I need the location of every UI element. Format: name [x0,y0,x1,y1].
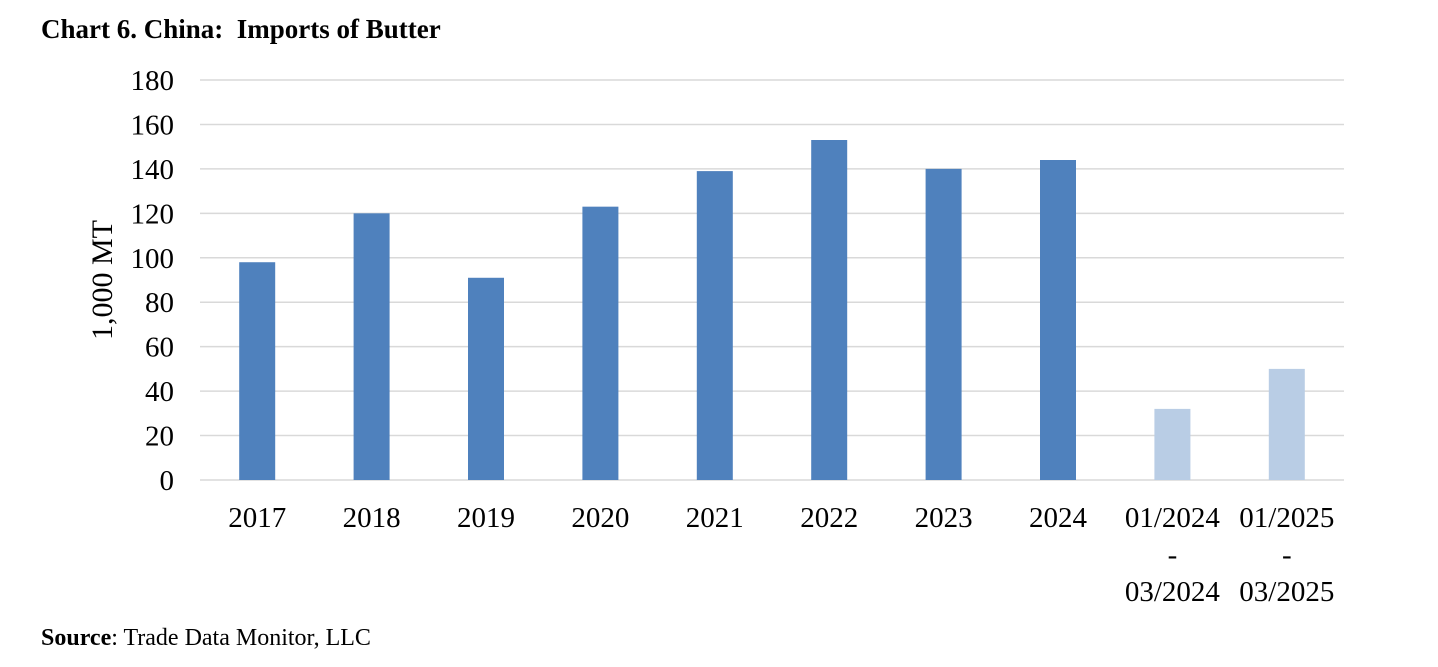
bars [239,140,1305,481]
y-tick-label: 180 [131,65,175,97]
y-axis-label: 1,000 MT [86,220,119,340]
bar-01-2025-03-2025 [1268,368,1305,480]
x-tick-label: 2023 [915,502,973,534]
y-tick-label: 100 [131,243,175,275]
x-tick-label: 2018 [343,502,401,534]
bar-2019 [468,277,504,480]
y-tick-label: 80 [145,287,174,319]
y-tick-label: 140 [131,154,175,186]
bar-2021 [696,171,733,480]
bar-2023 [925,168,962,480]
bar-2017 [239,262,276,480]
x-tick-label: 01/2025 -03/2025 [1239,502,1334,608]
x-tick-label: 2024 [1029,502,1088,534]
y-tick-label: 160 [131,109,175,141]
x-tick-label: 2017 [228,502,286,534]
bar-2024 [1040,160,1076,480]
gridlines [200,79,1344,481]
x-tick-label: 2020 [571,502,629,534]
x-axis-ticks: 2017 2018 2019 2020 2021 2022 2023 2024 01/2024-… [228,502,1334,608]
source-label: Source [41,625,112,651]
x-tick-label: 01/2024 -03/2024 [1125,502,1221,608]
y-tick-label: 0 [160,465,175,497]
source-text: : Trade Data Monitor, LLC [111,625,371,651]
bar-2022 [811,140,848,480]
bar-2018 [353,213,390,481]
chart-title: Chart 6. China: Imports of Butter [41,14,441,44]
y-tick-label: 60 [145,332,174,364]
y-tick-label: 120 [131,198,175,230]
x-tick-label: 2022 [800,502,858,534]
y-tick-label: 40 [145,376,174,408]
source-note: Source: Trade Data Monitor, LLC [41,625,371,652]
x-tick-label: 2019 [457,502,515,534]
x-tick-label: 2021 [686,502,744,534]
y-axis-ticks: 0 20 40 60 80 100 120 140 160 180 [131,65,175,497]
bar-2020 [582,206,619,480]
y-tick-label: 20 [145,421,174,453]
bar-01-2024-03-2024 [1154,408,1191,480]
